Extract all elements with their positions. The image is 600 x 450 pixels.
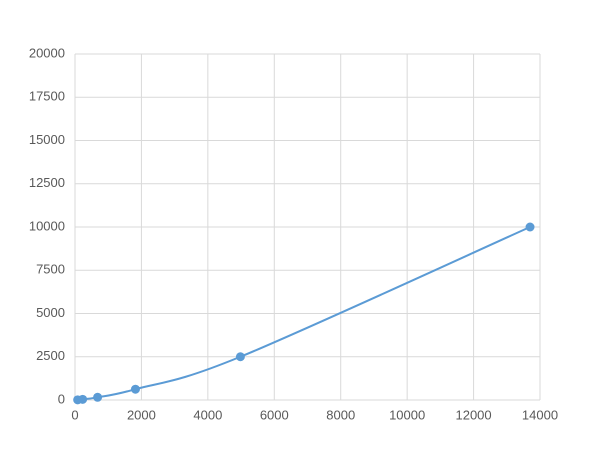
x-tick-label: 8000 (326, 407, 355, 422)
data-point (525, 222, 535, 232)
y-tick-label: 10000 (29, 218, 65, 233)
data-point (78, 394, 88, 404)
x-tick-label: 14000 (522, 407, 558, 422)
y-tick-label: 12500 (29, 175, 65, 190)
data-point (130, 384, 140, 394)
x-tick-label: 12000 (455, 407, 491, 422)
x-tick-label: 10000 (389, 407, 425, 422)
x-tick-label: 4000 (193, 407, 222, 422)
x-tick-label: 2000 (127, 407, 156, 422)
y-tick-label: 2500 (36, 348, 65, 363)
data-point (93, 392, 103, 402)
y-tick-label: 17500 (29, 89, 65, 104)
y-tick-label: 0 (58, 391, 65, 406)
y-tick-label: 15000 (29, 132, 65, 147)
y-tick-label: 7500 (36, 262, 65, 277)
x-tick-label: 6000 (260, 407, 289, 422)
data-point (235, 352, 245, 362)
x-tick-label: 0 (71, 407, 78, 422)
y-tick-label: 5000 (36, 305, 65, 320)
y-tick-label: 20000 (29, 45, 65, 60)
